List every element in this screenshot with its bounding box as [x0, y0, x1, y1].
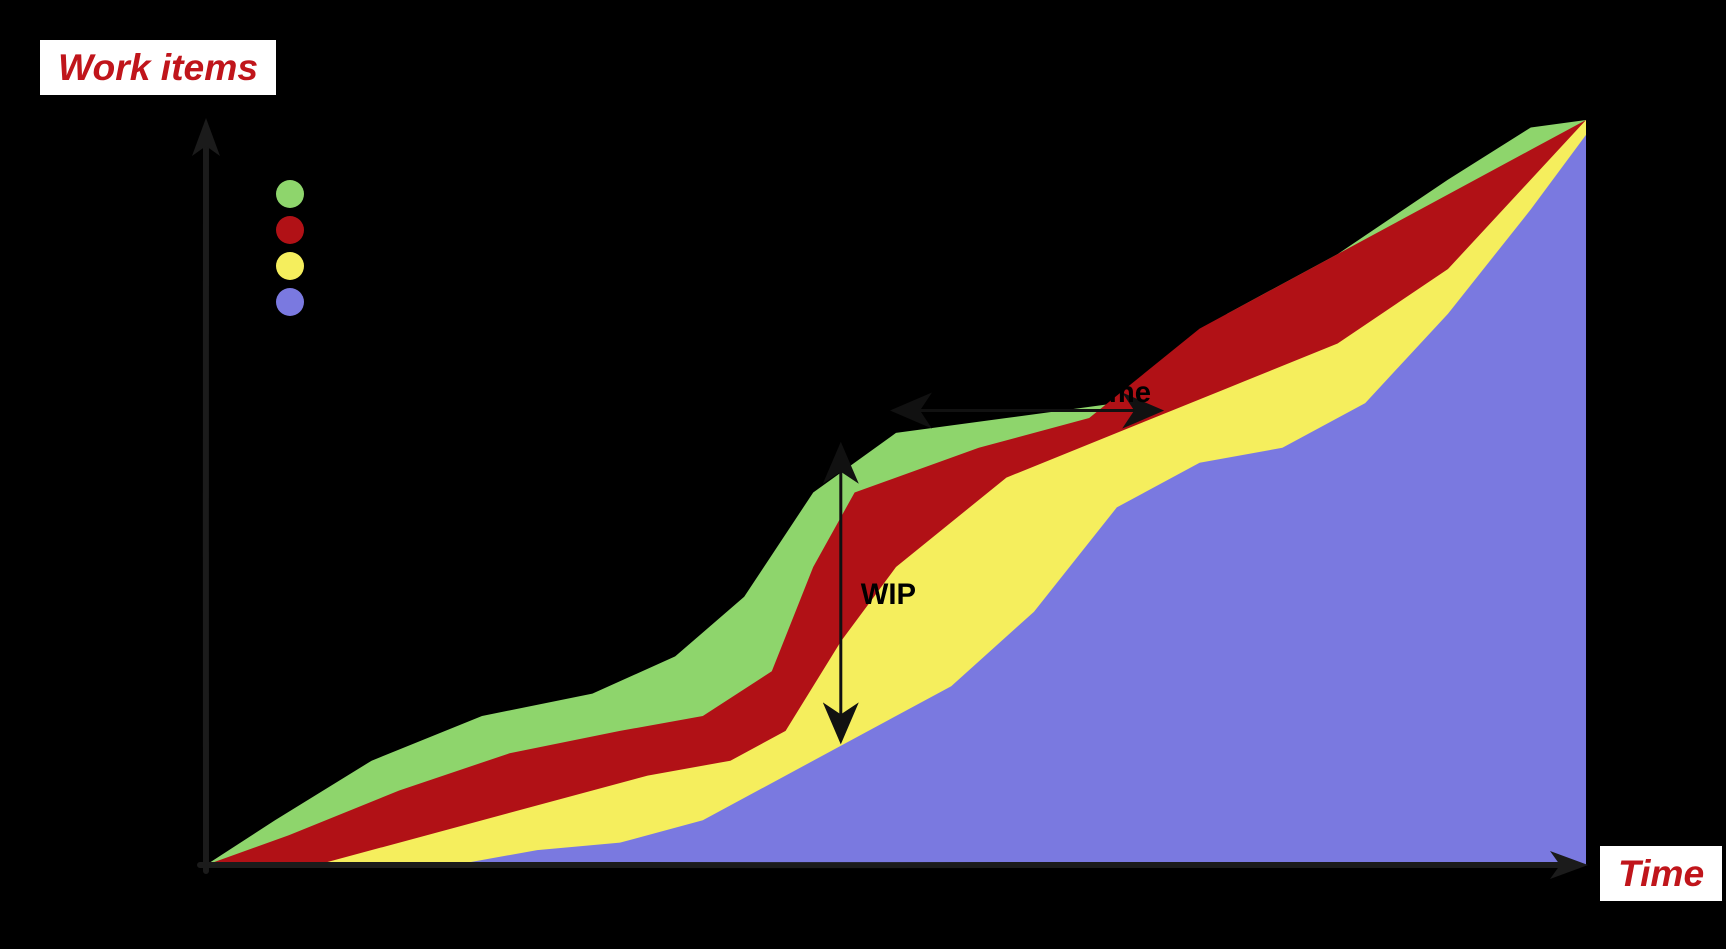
chart-areas: [206, 120, 1586, 865]
cumulative-flow-chart: [0, 0, 1726, 949]
